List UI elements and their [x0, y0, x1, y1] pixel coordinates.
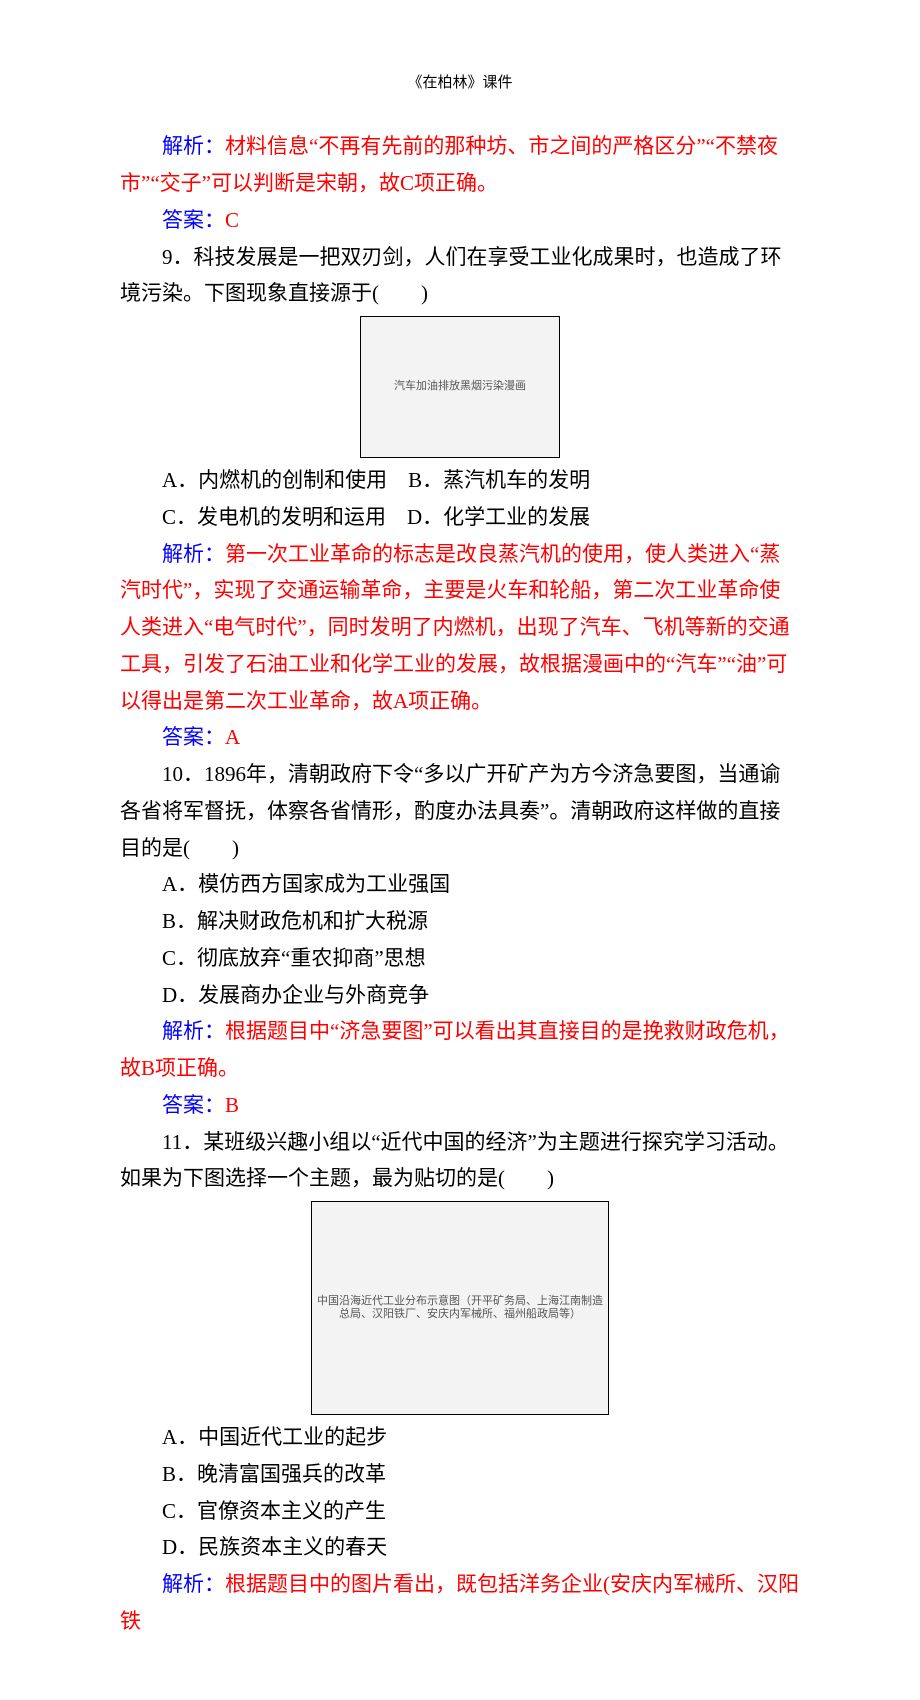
answer-label: 答案：	[162, 208, 225, 232]
q10-number: 10	[162, 762, 183, 786]
page-header: 《在柏林》课件	[120, 70, 800, 96]
q11-image: 中国沿海近代工业分布示意图（开平矿务局、上海江南制造总局、汉阳铁厂、安庆内军械所…	[311, 1201, 609, 1415]
q9-stem: 9．科技发展是一把双刃剑，人们在享受工业化成果时，也造成了环境污染。下图现象直接…	[120, 239, 800, 313]
q10-answer: 答案：B	[120, 1087, 800, 1124]
answer-value: C	[225, 208, 239, 232]
prev-answer: 答案：C	[120, 202, 800, 239]
q11-option-d: D．民族资本主义的春天	[120, 1529, 800, 1566]
q10-option-c: C．彻底放弃“重农抑商”思想	[120, 940, 800, 977]
q11-option-c: C．官僚资本主义的产生	[120, 1493, 800, 1530]
answer-label: 答案：	[162, 1093, 225, 1117]
analysis-label: 解析：	[162, 134, 225, 158]
q9-answer: 答案：A	[120, 719, 800, 756]
analysis-label: 解析：	[162, 1019, 225, 1043]
q11-number: 11	[162, 1130, 182, 1154]
q11-option-b: B．晚清富国强兵的改革	[120, 1456, 800, 1493]
q9-image-alt: 汽车加油排放黑烟污染漫画	[361, 317, 559, 457]
prev-analysis: 解析：材料信息“不再有先前的那种坊、市之间的严格区分”“不禁夜市”“交子”可以判…	[120, 128, 800, 202]
q9-stem-text: ．科技发展是一把双刃剑，人们在享受工业化成果时，也造成了环境污染。下图现象直接源…	[120, 245, 782, 306]
q9-analysis: 解析：第一次工业革命的标志是改良蒸汽机的使用，使人类进入“蒸汽时代”，实现了交通…	[120, 536, 800, 720]
answer-label: 答案：	[162, 725, 225, 749]
q10-option-d: D．发展商办企业与外商竞争	[120, 977, 800, 1014]
page: 《在柏林》课件 解析：材料信息“不再有先前的那种坊、市之间的严格区分”“不禁夜市…	[0, 0, 920, 1700]
q11-stem-text: ．某班级兴趣小组以“近代中国的经济”为主题进行探究学习活动。如果为下图选择一个主…	[120, 1130, 789, 1191]
q11-option-a: A．中国近代工业的起步	[120, 1419, 800, 1456]
q9-number: 9	[162, 245, 173, 269]
q11-analysis: 解析：根据题目中的图片看出，既包括洋务企业(安庆内军械所、汉阳铁	[120, 1566, 800, 1640]
answer-value: B	[225, 1093, 239, 1117]
q11-image-row: 中国沿海近代工业分布示意图（开平矿务局、上海江南制造总局、汉阳铁厂、安庆内军械所…	[120, 1201, 800, 1415]
q11-stem: 11．某班级兴趣小组以“近代中国的经济”为主题进行探究学习活动。如果为下图选择一…	[120, 1124, 800, 1198]
analysis-text: 第一次工业革命的标志是改良蒸汽机的使用，使人类进入“蒸汽时代”，实现了交通运输革…	[120, 542, 790, 713]
answer-value: A	[225, 725, 240, 749]
q9-image-row: 汽车加油排放黑烟污染漫画	[120, 316, 800, 458]
q9-image: 汽车加油排放黑烟污染漫画	[360, 316, 560, 458]
q10-option-b: B．解决财政危机和扩大税源	[120, 903, 800, 940]
analysis-label: 解析：	[162, 542, 225, 566]
q9-options-row2: C．发电机的发明和运用 D．化学工业的发展	[120, 499, 800, 536]
q10-analysis: 解析：根据题目中“济急要图”可以看出其直接目的是挽救财政危机，故B项正确。	[120, 1013, 800, 1087]
q10-option-a: A．模仿西方国家成为工业强国	[120, 866, 800, 903]
q9-options-row1: A．内燃机的创制和使用 B．蒸汽机车的发明	[120, 462, 800, 499]
q10-stem: 10．1896年，清朝政府下令“多以广开矿产为方今济急要图，当通谕各省将军督抚，…	[120, 756, 800, 866]
analysis-label: 解析：	[162, 1572, 225, 1596]
q10-stem-text: ．1896年，清朝政府下令“多以广开矿产为方今济急要图，当通谕各省将军督抚，体察…	[120, 762, 780, 860]
q11-image-alt: 中国沿海近代工业分布示意图（开平矿务局、上海江南制造总局、汉阳铁厂、安庆内军械所…	[312, 1202, 608, 1414]
